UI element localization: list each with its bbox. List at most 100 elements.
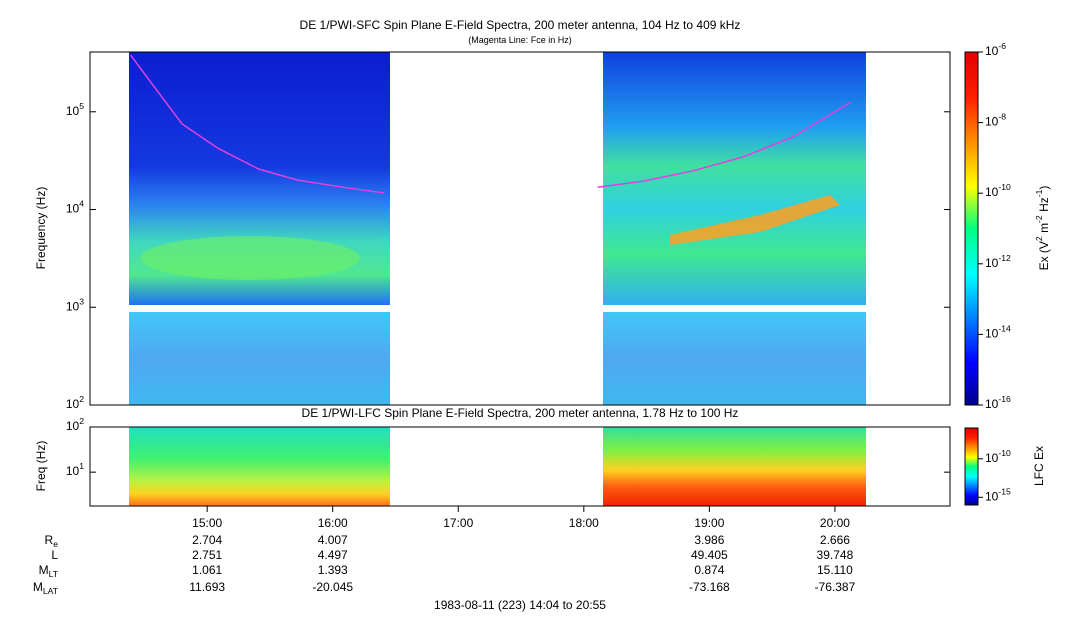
plot-frame xyxy=(89,426,951,507)
text-part: 17:00 xyxy=(443,516,473,530)
ephemeris-value: 2.666 xyxy=(820,533,850,547)
ephemeris-label: Re xyxy=(45,533,59,549)
chart-title: DE 1/PWI-SFC Spin Plane E-Field Spectra,… xyxy=(300,18,741,32)
text-part: 3.986 xyxy=(694,533,724,547)
ephemeris-value: 2.751 xyxy=(192,548,222,562)
text-part: -16 xyxy=(998,394,1011,404)
text-part: -14 xyxy=(998,324,1011,334)
colorbar xyxy=(964,427,979,506)
chart-subtitle: (Magenta Line: Fce in Hz) xyxy=(468,35,572,45)
ephemeris-value: -73.168 xyxy=(689,580,730,594)
text-part: LT xyxy=(49,569,59,579)
text-part: 2.751 xyxy=(192,548,222,562)
y-tick-label: 105 xyxy=(66,101,84,118)
y-tick-label: 102 xyxy=(66,394,84,411)
text-part: Hz xyxy=(1037,197,1051,215)
y-axis-label: Frequency (Hz) xyxy=(34,187,48,270)
text-part: 15.110 xyxy=(817,563,853,577)
ephemeris-value: 49.405 xyxy=(691,548,728,562)
colorbar-label: LFC Ex xyxy=(1032,446,1046,486)
x-tick-label: 20:00 xyxy=(820,516,850,530)
text-part: -1 xyxy=(1034,189,1044,197)
sfc-block xyxy=(129,312,390,405)
text-part: 2.704 xyxy=(192,533,222,547)
text-part: 10 xyxy=(66,202,80,216)
text-part: -2 xyxy=(1034,215,1044,223)
text-part: LFC Ex xyxy=(1032,446,1046,486)
text-part: -15 xyxy=(998,487,1011,497)
sfc-block xyxy=(603,52,866,305)
text-part: DE 1/PWI-LFC Spin Plane E-Field Spectra,… xyxy=(302,406,739,420)
text-part: 5 xyxy=(79,101,84,111)
ephemeris-value: 1.061 xyxy=(192,563,222,577)
ephemeris-value: -20.045 xyxy=(312,580,353,594)
text-part: (Magenta Line: Fce in Hz) xyxy=(468,35,572,45)
x-tick-label: 16:00 xyxy=(318,516,348,530)
text-part: M xyxy=(39,563,49,577)
text-part: 10 xyxy=(66,397,80,411)
text-part: 10 xyxy=(985,397,999,411)
colorbar-tick-label: 10-10 xyxy=(985,182,1011,199)
colorbar-tick-label: 10-6 xyxy=(985,41,1006,58)
text-part: 2 xyxy=(79,416,84,426)
text-part: 1983-08-11 (223) 14:04 to 20:55 xyxy=(434,598,606,612)
colorbar-tick-label: 10-8 xyxy=(985,112,1006,129)
text-part: 39.748 xyxy=(817,548,854,562)
y-tick-label: 102 xyxy=(66,416,84,433)
text-part: 2 xyxy=(79,394,84,404)
text-part: 10 xyxy=(66,104,80,118)
text-part: DE 1/PWI-SFC Spin Plane E-Field Spectra,… xyxy=(300,18,741,32)
text-part: Frequency (Hz) xyxy=(34,187,48,270)
text-part: -10 xyxy=(998,448,1011,458)
text-part: 10 xyxy=(985,44,999,58)
spectrogram-image xyxy=(129,52,866,506)
x-tick-label: 15:00 xyxy=(192,516,222,530)
x-tick-label: 17:00 xyxy=(443,516,473,530)
text-part: -6 xyxy=(998,41,1006,51)
lfc-block xyxy=(603,427,866,506)
text-part: e xyxy=(53,539,58,549)
text-part: -76.387 xyxy=(815,580,856,594)
text-part: L xyxy=(51,548,58,562)
text-part: R xyxy=(45,533,54,547)
fce-line xyxy=(129,54,852,194)
text-part: 4 xyxy=(79,199,84,209)
y-tick-label: 104 xyxy=(66,199,84,216)
text-part: 20:00 xyxy=(820,516,850,530)
sfc-emission xyxy=(140,236,360,280)
text-part: -12 xyxy=(998,253,1011,263)
ephemeris-value: 15.110 xyxy=(817,563,853,577)
colorbar-label: Ex (V2 m-2 Hz-1) xyxy=(1034,186,1051,271)
text-part: 4.497 xyxy=(318,548,348,562)
text-part: 19:00 xyxy=(694,516,724,530)
text-part: 18:00 xyxy=(569,516,599,530)
y-tick-label: 103 xyxy=(66,297,84,314)
text-part: Freq (Hz) xyxy=(34,441,48,492)
y-axis-label: Freq (Hz) xyxy=(34,441,48,492)
x-tick-label: 18:00 xyxy=(569,516,599,530)
text-part: 16:00 xyxy=(318,516,348,530)
ephemeris-value: 2.704 xyxy=(192,533,222,547)
text-part: -73.168 xyxy=(689,580,730,594)
ephemeris-value: 0.874 xyxy=(694,563,724,577)
text-part: -10 xyxy=(998,182,1011,192)
colorbar-tick-label: 10-12 xyxy=(985,253,1011,270)
ephemeris-label: MLAT xyxy=(33,580,59,596)
ephemeris-value: 4.007 xyxy=(318,533,348,547)
footer: 1983-08-11 (223) 14:04 to 20:55 xyxy=(434,598,606,612)
text-part: 2 xyxy=(1034,236,1044,241)
sfc-emission xyxy=(670,195,840,245)
text-part: 15:00 xyxy=(192,516,222,530)
ephemeris-value: 11.693 xyxy=(189,580,225,594)
text-part: 10 xyxy=(66,299,80,313)
ephemeris-value: -76.387 xyxy=(815,580,856,594)
text-part: m xyxy=(1037,223,1051,236)
text-part: M xyxy=(33,580,43,594)
text-part: 1.393 xyxy=(318,563,348,577)
colorbar-tick-label: 10-16 xyxy=(985,394,1011,411)
text-part: 10 xyxy=(985,451,999,465)
text-part: LAT xyxy=(43,586,59,596)
text-part: 10 xyxy=(66,464,80,478)
